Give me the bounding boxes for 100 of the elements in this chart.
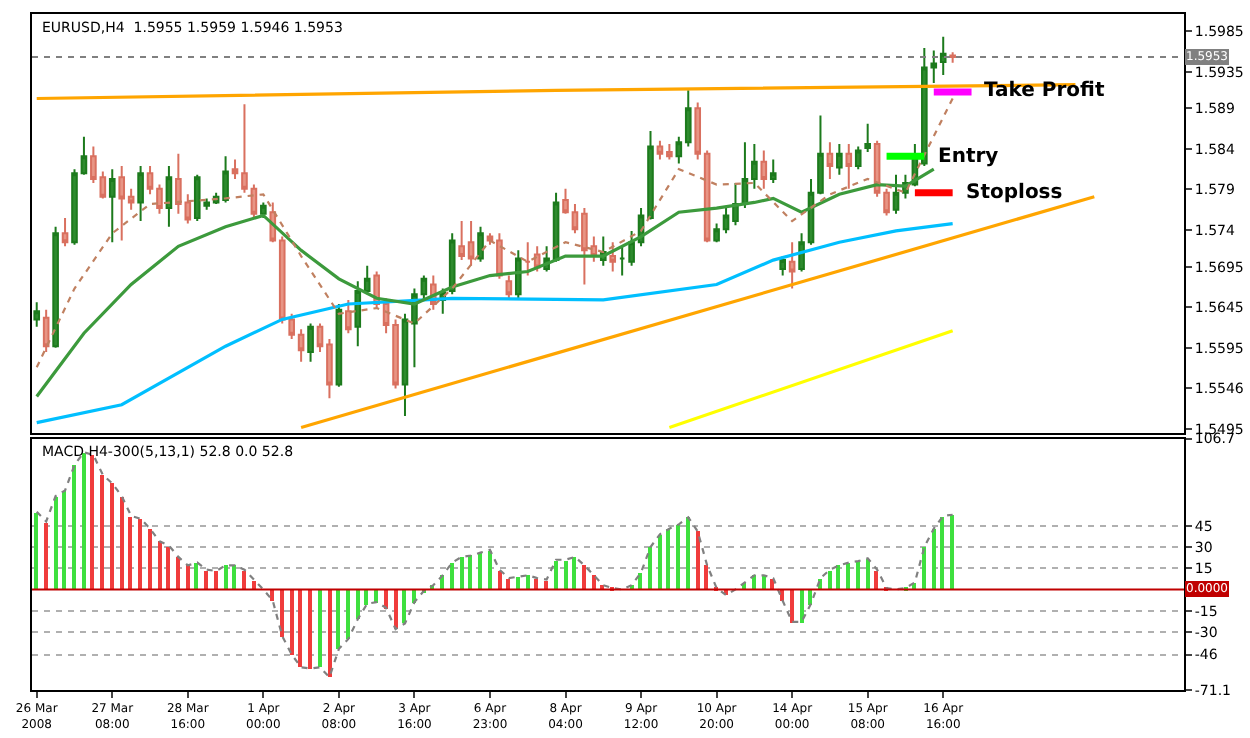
candlestick: [864, 122, 871, 154]
bar: [308, 588, 312, 669]
candlestick: [108, 168, 116, 244]
candlestick: [137, 164, 144, 223]
bar: [128, 516, 132, 589]
candlestick: [779, 255, 786, 277]
bar: [468, 554, 472, 589]
candlestick: [118, 164, 126, 242]
bar: [648, 546, 652, 589]
bar: [166, 546, 170, 589]
bar: [572, 556, 576, 589]
bar: [846, 562, 850, 589]
bar: [72, 464, 76, 589]
bar: [186, 564, 190, 589]
bar: [176, 556, 180, 589]
bar: [44, 522, 48, 589]
bar: [874, 570, 878, 589]
bar: [34, 512, 38, 589]
candlestick: [42, 308, 50, 353]
bar: [100, 474, 104, 589]
candlestick: [363, 264, 371, 296]
bar: [242, 570, 246, 589]
candlestick: [345, 298, 352, 335]
bar: [318, 588, 322, 667]
bar: [564, 560, 568, 589]
candlestick: [514, 249, 522, 301]
bar: [836, 564, 840, 589]
candlestick: [949, 51, 956, 64]
candlestick: [260, 201, 267, 219]
candlestick: [165, 164, 173, 228]
bar: [534, 578, 538, 589]
candlestick: [826, 141, 834, 180]
bar: [54, 496, 58, 589]
candlestick: [505, 274, 513, 300]
bar: [290, 588, 294, 655]
bar: [516, 576, 520, 589]
candlestick: [760, 149, 768, 190]
bar: [790, 588, 794, 623]
bar: [940, 516, 944, 589]
candlestick: [854, 145, 862, 171]
candlestick: [609, 241, 617, 273]
bar: [554, 560, 558, 589]
bar: [214, 570, 218, 589]
bar: [488, 550, 492, 589]
bar: [402, 588, 406, 623]
bar: [932, 528, 936, 589]
bar: [204, 570, 208, 589]
bar: [506, 578, 510, 589]
bar: [676, 524, 680, 589]
candlestick: [939, 35, 947, 76]
bar: [666, 528, 670, 589]
bar: [394, 588, 398, 629]
bar: [158, 540, 162, 589]
bar: [120, 496, 124, 589]
bar: [298, 588, 302, 667]
bar: [950, 514, 954, 589]
bar: [232, 564, 236, 589]
candlestick: [845, 142, 853, 190]
candlestick: [52, 225, 59, 349]
candlestick: [307, 322, 314, 363]
bar: [346, 588, 350, 639]
bar: [364, 588, 368, 605]
bar: [110, 482, 114, 589]
series-label: Stoploss: [966, 182, 1063, 204]
candlestick: [61, 216, 69, 248]
series-label: Take Profit: [984, 80, 1105, 102]
bar: [828, 570, 832, 589]
bar: [336, 588, 340, 649]
candlestick: [769, 158, 777, 184]
line-series: [35, 221, 955, 425]
candlestick: [448, 232, 456, 296]
bar: [478, 552, 482, 589]
bar: [800, 588, 804, 623]
bar: [328, 588, 332, 677]
bar: [866, 558, 870, 589]
bar: [658, 534, 662, 589]
bar: [686, 516, 690, 589]
series-label: Entry: [938, 146, 1000, 168]
candlestick: [354, 280, 362, 348]
bar: [62, 490, 66, 589]
bar: [148, 528, 152, 589]
candlestick: [477, 225, 484, 263]
candlestick: [788, 241, 796, 290]
bar: [280, 588, 284, 637]
bar: [696, 530, 700, 589]
bar: [582, 564, 586, 589]
candlestick: [836, 142, 843, 176]
candlestick: [33, 301, 41, 328]
candlestick: [618, 245, 626, 277]
bar: [356, 588, 360, 619]
bar: [450, 562, 454, 589]
bar: [194, 562, 198, 589]
candlestick: [524, 241, 532, 277]
bar: [856, 560, 860, 589]
bar: [82, 452, 86, 589]
bar: [498, 570, 502, 589]
line-series: [35, 167, 936, 399]
bar: [922, 546, 926, 589]
bar: [138, 518, 142, 589]
bar: [90, 454, 94, 589]
